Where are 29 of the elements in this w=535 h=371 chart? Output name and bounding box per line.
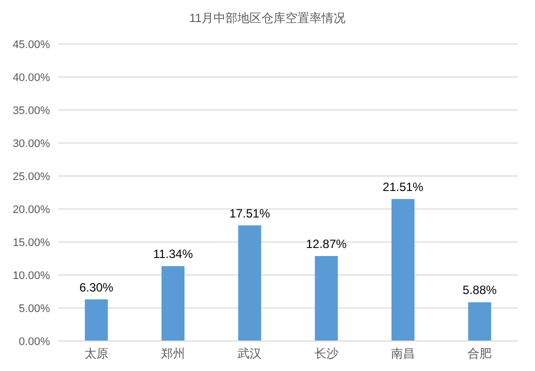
y-tick-label: 0.00% — [18, 336, 50, 348]
y-tick-label: 20.00% — [12, 204, 50, 216]
x-tick-label: 太原 — [84, 346, 108, 361]
y-tick-label: 10.00% — [12, 270, 50, 282]
bar — [468, 302, 492, 341]
bar — [84, 299, 108, 341]
y-tick-label: 25.00% — [12, 170, 50, 183]
y-tick-label: 5.00% — [18, 302, 50, 315]
bar — [162, 266, 184, 341]
bar — [314, 256, 338, 341]
bar — [238, 225, 262, 341]
y-tick-label: 45.00% — [12, 38, 50, 51]
x-tick-label: 合肥 — [468, 346, 492, 361]
data-label: 17.51% — [229, 206, 270, 220]
x-tick-label: 南昌 — [391, 346, 415, 361]
data-label: 6.30% — [79, 280, 114, 294]
x-tick-label: 武汉 — [238, 346, 262, 361]
x-tick-label: 长沙 — [314, 346, 338, 361]
data-label: 5.88% — [462, 283, 498, 298]
y-tick-label: 35.00% — [12, 104, 50, 117]
y-tick-label: 40.00% — [12, 72, 50, 84]
x-tick-label: 郑州 — [161, 346, 185, 361]
chart-title: 11月中部地区仓库空置率情况 — [188, 10, 347, 27]
data-label: 12.87% — [306, 237, 348, 252]
y-tick-label: 30.00% — [12, 138, 50, 150]
data-label: 21.51% — [382, 180, 424, 194]
y-tick-label: 15.00% — [12, 236, 50, 249]
bar — [392, 199, 414, 341]
data-label: 11.34% — [153, 247, 194, 262]
